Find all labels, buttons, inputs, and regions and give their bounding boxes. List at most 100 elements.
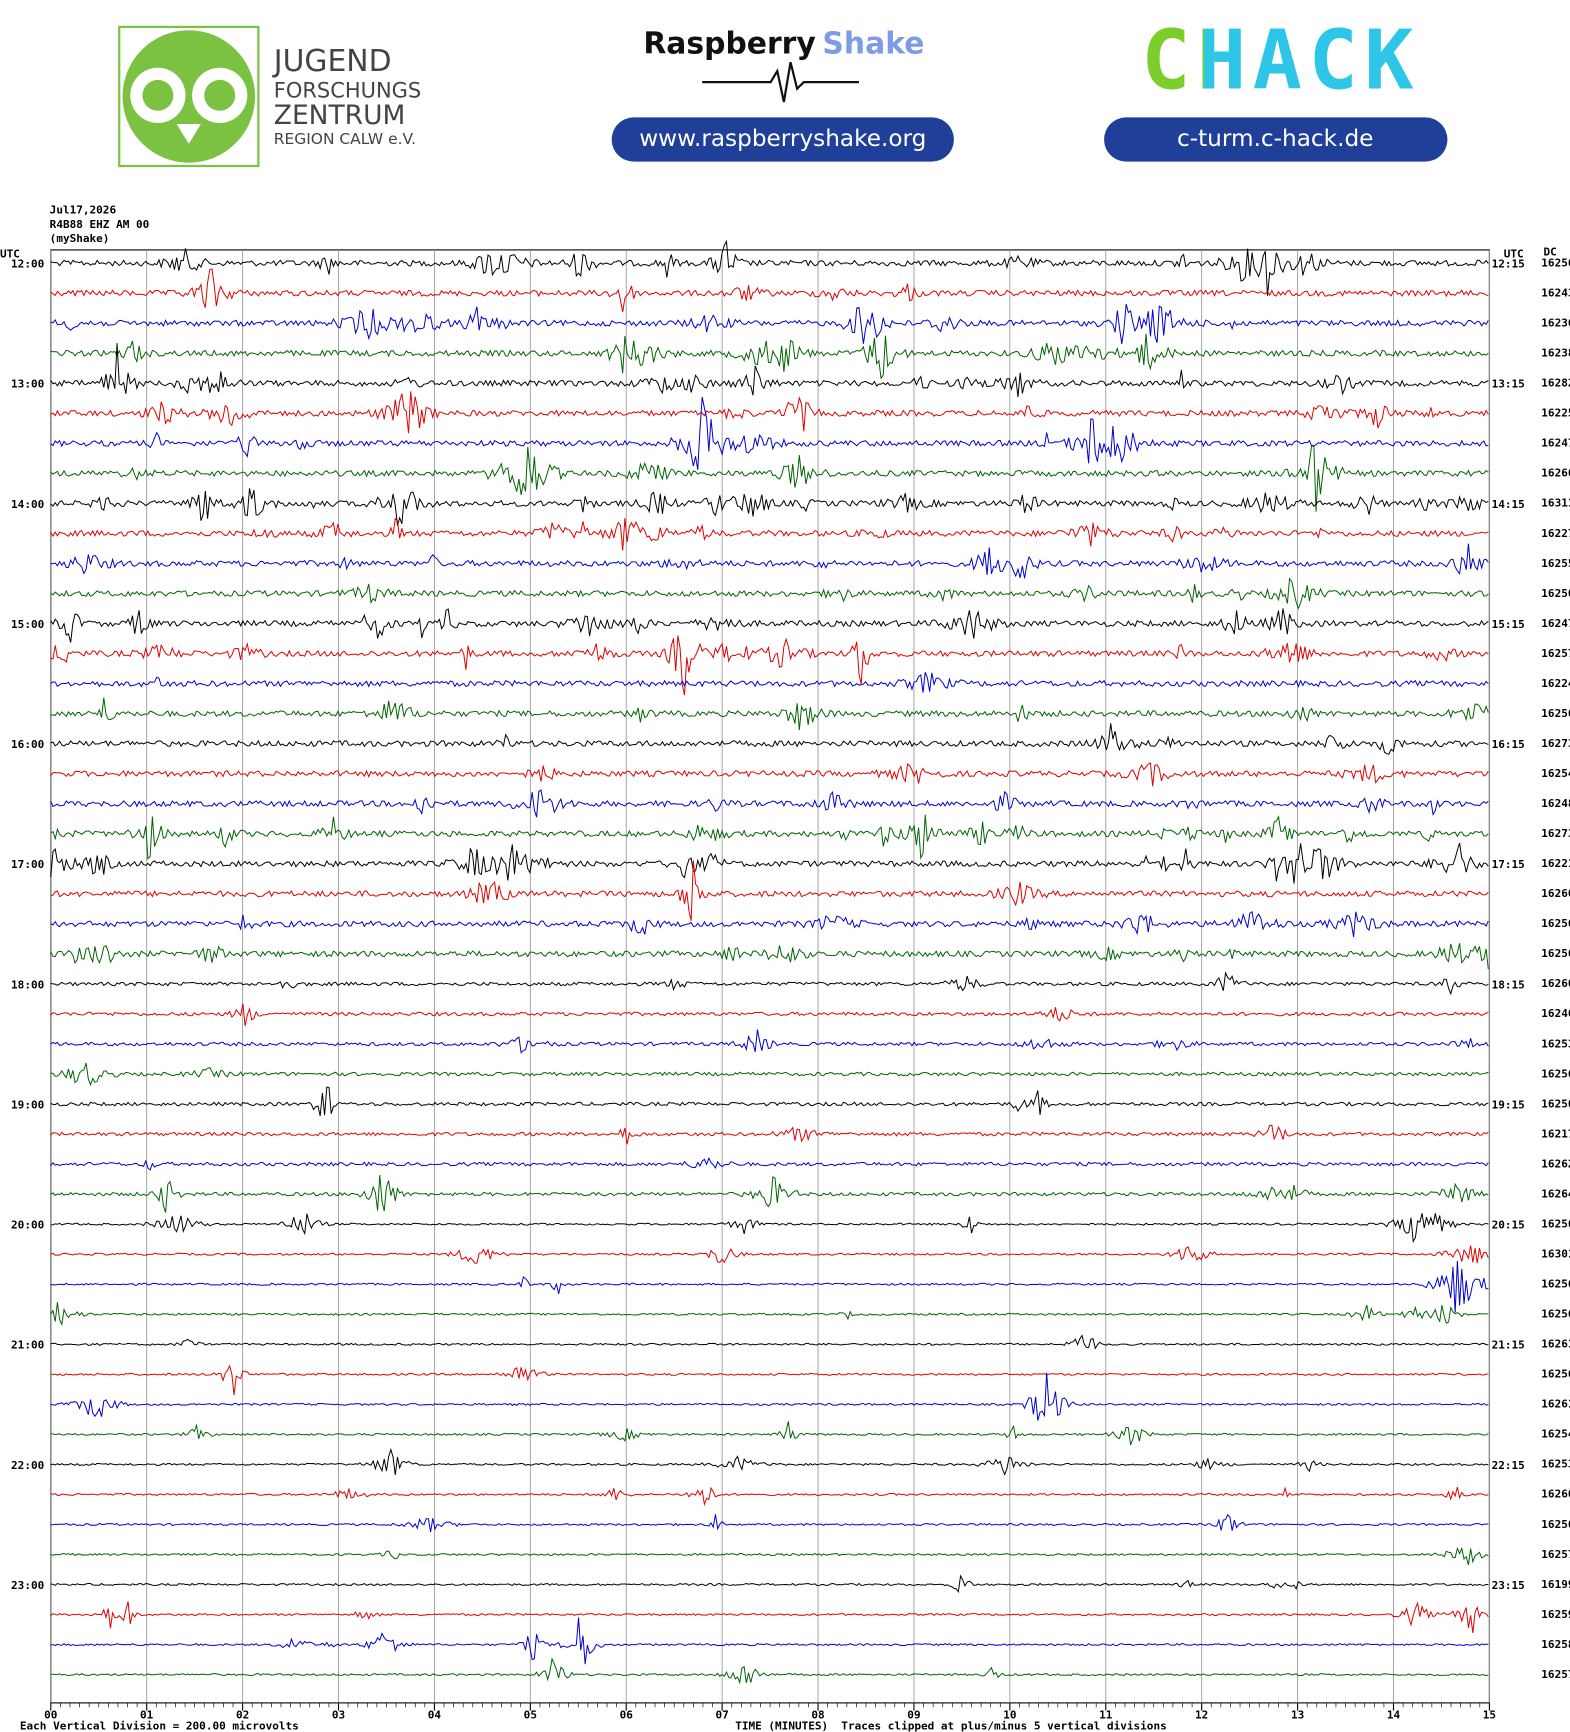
dc-value: 16273 [1541, 827, 1570, 840]
hour-label: 17:00 [11, 858, 44, 871]
trace [50, 239, 1489, 296]
trace [50, 1601, 1489, 1634]
trace [50, 444, 1489, 512]
dc-value: 16256 [1541, 917, 1570, 930]
trace [50, 1260, 1489, 1313]
trace [50, 608, 1489, 643]
trace [50, 1062, 1489, 1087]
hour-label: 21:15 [1492, 1339, 1525, 1352]
dc-value: 16256 [1541, 1217, 1570, 1230]
trace [50, 333, 1489, 380]
x-tick-label: 01 [140, 1708, 154, 1721]
logo-line: JUGEND [272, 44, 392, 79]
hour-label: 18:15 [1492, 978, 1525, 991]
trace [50, 1334, 1489, 1350]
trace [50, 1447, 1489, 1476]
x-tick-label: 07 [715, 1708, 728, 1721]
dc-value: 16247 [1541, 617, 1570, 630]
station: R4B88 EHZ AM 00 [50, 218, 150, 231]
rs-pill [611, 117, 954, 162]
chack-pill [1104, 117, 1448, 162]
trace [50, 1086, 1489, 1117]
trace [50, 943, 1489, 970]
dc-value: 16250 [1541, 587, 1570, 600]
plot-frame [50, 249, 1490, 1704]
trace [50, 1513, 1489, 1533]
dc-value: 16217 [1541, 1127, 1570, 1140]
clip-note: Traces clipped at plus/minus 5 vertical … [841, 1719, 1166, 1732]
hour-label: 18:00 [11, 978, 44, 991]
hour-label: 19:00 [11, 1098, 44, 1111]
rs-wave [702, 61, 859, 103]
trace [50, 1486, 1489, 1507]
rs-logo: Raspberry Shake [643, 26, 924, 61]
x-tick-label: 06 [620, 1708, 634, 1721]
dc-value: 16259 [1541, 1608, 1570, 1621]
dc-value: 16247 [1541, 437, 1570, 450]
x-tick-label: 08 [811, 1708, 824, 1721]
dc-value: 16246 [1541, 1007, 1570, 1020]
dc-value: 16273 [1541, 737, 1570, 750]
dc-value: 16257 [1541, 647, 1570, 660]
trace [50, 860, 1489, 921]
x-tick-label: 15 [1483, 1708, 1496, 1721]
trace [50, 1546, 1489, 1566]
trace [50, 789, 1489, 818]
trace [50, 1657, 1489, 1685]
hour-label: 21:00 [11, 1339, 44, 1352]
trace [50, 762, 1489, 787]
dc-value: 16258 [1541, 1638, 1570, 1651]
x-tick-label: 00 [44, 1708, 57, 1721]
trace [50, 1003, 1489, 1026]
hour-label: 22:00 [11, 1459, 44, 1472]
trace [50, 303, 1489, 344]
x-tick-label: 04 [428, 1708, 442, 1721]
hour-label: 19:15 [1492, 1098, 1525, 1111]
trace [50, 391, 1489, 434]
trace [50, 1617, 1489, 1665]
dc-value: 16257 [1541, 1548, 1570, 1561]
x-tick-label: 14 [1387, 1708, 1401, 1721]
trace [50, 635, 1489, 696]
chack-url: c-turm.c-hack.de [1177, 125, 1373, 152]
trace [50, 1574, 1489, 1593]
dc-value: 16254 [1541, 1428, 1570, 1441]
jfz-logo [118, 25, 260, 168]
dc-value: 16255 [1541, 557, 1570, 570]
hour-label: 20:00 [11, 1219, 44, 1232]
dc-value: 16250 [1541, 1097, 1570, 1110]
trace [50, 814, 1489, 860]
rs-word: Shake [822, 26, 924, 61]
x-tick-label: 09 [907, 1708, 920, 1721]
hour-label: 17:15 [1492, 858, 1525, 871]
trace [50, 1213, 1489, 1244]
trace [50, 697, 1489, 731]
x-title: TIME (MINUTES) [735, 1719, 828, 1732]
dc-value: 16248 [1541, 797, 1570, 810]
rs-url: www.raspberryshake.org [639, 125, 926, 152]
hour-label: 15:00 [11, 618, 44, 631]
trace [50, 1124, 1489, 1145]
trace [50, 517, 1489, 551]
dc-value: 16256 [1541, 1067, 1570, 1080]
trace [50, 396, 1489, 470]
date: Jul17,2026 [50, 203, 117, 216]
hour-label: 12:00 [11, 258, 44, 271]
hour-label: 15:15 [1492, 618, 1525, 631]
trace [50, 577, 1489, 610]
dc-value: 16224 [1541, 677, 1570, 690]
logo-line: ZENTRUM [274, 100, 406, 131]
dc-value: 16256 [1541, 947, 1570, 960]
hour-label: 16:15 [1492, 738, 1525, 751]
dc-value: 16256 [1541, 256, 1570, 269]
hour-label: 16:00 [11, 738, 44, 751]
hour-label: 13:15 [1492, 378, 1525, 391]
dc-value: 16253 [1541, 1037, 1570, 1050]
trace [50, 268, 1489, 313]
hour-label: 13:00 [11, 378, 44, 391]
source: (myShake) [50, 232, 110, 245]
